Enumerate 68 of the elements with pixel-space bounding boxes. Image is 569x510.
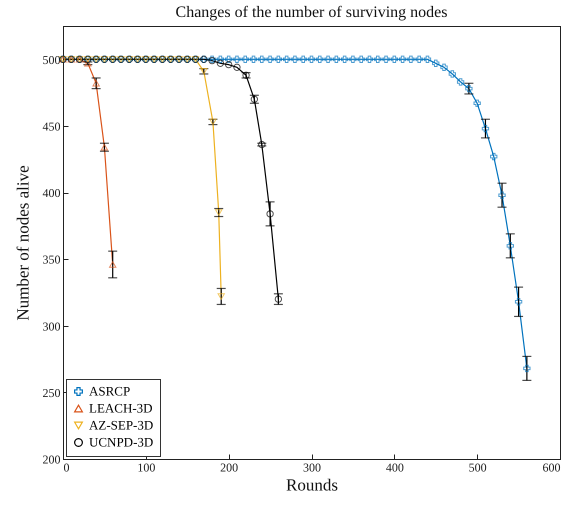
- legend-label: LEACH-3D: [89, 400, 153, 416]
- y-tick-label: 350: [42, 252, 60, 267]
- point: [274, 295, 282, 303]
- point: [258, 140, 266, 148]
- point: [291, 56, 299, 63]
- point: [242, 56, 249, 63]
- y-tick-label: 400: [42, 186, 60, 200]
- point: [233, 56, 241, 63]
- point: [514, 298, 522, 306]
- point: [465, 84, 473, 92]
- legend-label: AZ-SEP-3D: [89, 418, 154, 432]
- point: [266, 210, 274, 218]
- point: [390, 56, 398, 63]
- y-axis-title: Number of nodes alive: [14, 165, 32, 321]
- x-tick-label: 100: [137, 460, 156, 474]
- y-tick-label: 450: [42, 119, 60, 134]
- point: [92, 80, 100, 87]
- point: [490, 152, 498, 160]
- point: [407, 56, 415, 63]
- point: [482, 124, 490, 132]
- point: [416, 56, 423, 63]
- x-axis-title: Rounds: [286, 476, 338, 494]
- point: [109, 261, 116, 268]
- point: [456, 78, 464, 86]
- point: [300, 56, 307, 63]
- point: [523, 364, 531, 372]
- point: [440, 64, 448, 71]
- point: [340, 56, 348, 63]
- point: [506, 242, 514, 250]
- point: [274, 56, 282, 63]
- point: [250, 56, 258, 63]
- point: [316, 56, 324, 63]
- x-tick-label: 200: [220, 460, 238, 474]
- point: [266, 56, 274, 63]
- point: [366, 56, 374, 63]
- point: [225, 56, 232, 63]
- point: [432, 60, 440, 67]
- x-tick-label: 500: [468, 460, 487, 474]
- point: [382, 56, 390, 63]
- point: [332, 56, 340, 63]
- x-tick-label: 300: [303, 460, 321, 474]
- legend-label: UCNPD-3D: [89, 434, 154, 450]
- point: [474, 100, 481, 107]
- point: [216, 56, 224, 63]
- point: [358, 56, 365, 63]
- point: [398, 56, 406, 63]
- point: [258, 56, 266, 63]
- y-tick-label: 300: [42, 319, 60, 334]
- y-tick-label: 250: [42, 386, 60, 400]
- x-tick-label: 0: [64, 460, 70, 474]
- point: [324, 56, 332, 63]
- chart-title: Changes of the number of surviving nodes: [176, 4, 448, 21]
- x-tick-label: 600: [542, 460, 560, 474]
- legend-label: ASRCP: [89, 384, 130, 398]
- x-tick-label: 400: [386, 460, 404, 474]
- point: [84, 60, 92, 67]
- point: [374, 56, 382, 63]
- point: [498, 192, 506, 199]
- point: [225, 60, 232, 68]
- point: [448, 70, 456, 78]
- point: [424, 56, 432, 63]
- y-tick-label: 500: [42, 52, 60, 67]
- point: [308, 56, 316, 63]
- point: [233, 64, 241, 71]
- point: [282, 56, 290, 63]
- point: [218, 293, 225, 300]
- point: [216, 60, 224, 67]
- point: [349, 56, 357, 63]
